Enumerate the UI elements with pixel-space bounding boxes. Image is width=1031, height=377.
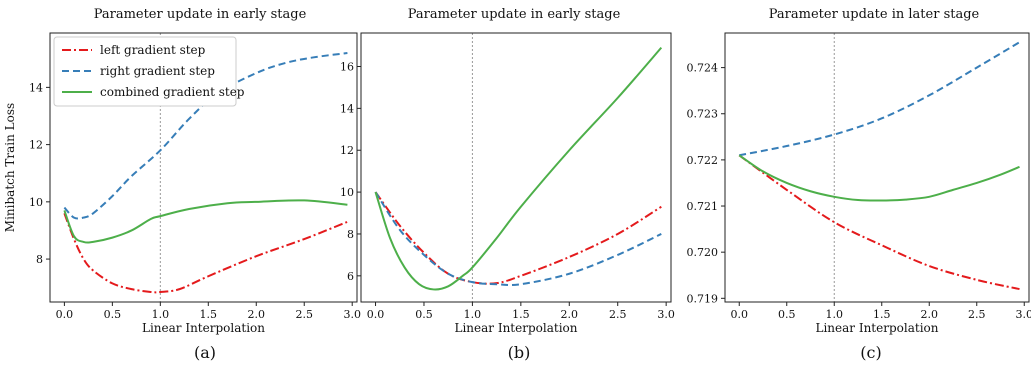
y-tick-label: 16 bbox=[340, 60, 354, 73]
x-tick-label: 1.0 bbox=[464, 308, 482, 321]
axes-frame bbox=[724, 32, 1030, 303]
series-line-3 bbox=[374, 46, 663, 291]
chart-panel-1: Parameter update in early stage 0.0 0.5 1.0… bbox=[3, 7, 361, 362]
y-tick-label: 0.720 bbox=[687, 246, 719, 259]
x-tick-label: 2.5 bbox=[295, 308, 313, 321]
y-tick-label: 0.722 bbox=[687, 154, 719, 167]
chart-title: Parameter update in early stage bbox=[94, 7, 307, 22]
y-tick-label: 8 bbox=[347, 228, 354, 241]
y-axis-label: Minibatch Train Loss bbox=[3, 103, 17, 232]
x-tick-label: 0.0 bbox=[367, 308, 385, 321]
x-axis-label: Linear Interpolation bbox=[142, 321, 265, 335]
series-line-1 bbox=[374, 191, 662, 285]
series-line-2 bbox=[739, 41, 1021, 157]
series-line-3 bbox=[63, 199, 348, 244]
x-tick-label: 0.5 bbox=[778, 308, 796, 321]
y-tick-label: 8 bbox=[36, 253, 43, 266]
chart-panel-2: Parameter update in early stage 0.0 0.5 1.0… bbox=[340, 7, 675, 362]
panel-caption: (c) bbox=[860, 343, 881, 362]
legend-label-3: combined gradient step bbox=[100, 85, 245, 99]
legend-label-1: left gradient step bbox=[100, 43, 206, 57]
x-tick-label: 1.5 bbox=[200, 308, 218, 321]
y-tick-label: 14 bbox=[29, 81, 43, 94]
y-tick-label: 0.724 bbox=[687, 62, 719, 75]
x-tick-label: 2.5 bbox=[609, 308, 627, 321]
x-tick-label: 1.5 bbox=[873, 308, 891, 321]
y-tick-label: 0.719 bbox=[687, 292, 719, 305]
chart-title: Parameter update in later stage bbox=[769, 7, 980, 22]
y-tick-label: 10 bbox=[29, 196, 43, 209]
x-tick-label: 0.5 bbox=[415, 308, 433, 321]
x-tick-label: 0.5 bbox=[104, 308, 122, 321]
panel-caption: (a) bbox=[194, 343, 216, 362]
axes-frame bbox=[360, 32, 672, 303]
x-tick-label: 3.0 bbox=[343, 308, 361, 321]
x-tick-label: 1.0 bbox=[826, 308, 844, 321]
series-line-1 bbox=[63, 212, 348, 294]
y-tick-label: 12 bbox=[29, 139, 43, 152]
series-line-2 bbox=[63, 52, 348, 220]
x-tick-label: 3.0 bbox=[657, 308, 675, 321]
legend: left gradient step right gradient step com… bbox=[53, 36, 245, 107]
chart-panel-3: Parameter update in later stage 0.0 0.5 1.0… bbox=[687, 7, 1031, 362]
x-tick-label: 2.5 bbox=[968, 308, 986, 321]
x-tick-label: 3.0 bbox=[1016, 308, 1031, 321]
x-tick-label: 1.0 bbox=[152, 308, 170, 321]
y-tick-label: 6 bbox=[347, 270, 354, 283]
series-line-2 bbox=[374, 191, 662, 287]
y-tick-label: 10 bbox=[340, 186, 354, 199]
series-line-1 bbox=[738, 154, 1020, 291]
x-tick-label: 2.0 bbox=[921, 308, 939, 321]
y-tick-label: 0.723 bbox=[687, 108, 719, 121]
x-axis-label: Linear Interpolation bbox=[455, 321, 578, 335]
x-tick-label: 1.5 bbox=[512, 308, 530, 321]
series-line-3 bbox=[738, 154, 1020, 202]
x-tick-label: 0.0 bbox=[56, 308, 74, 321]
legend-box bbox=[53, 36, 237, 107]
y-tick-label: 0.721 bbox=[687, 200, 719, 213]
x-axis-label: Linear Interpolation bbox=[816, 321, 939, 335]
legend-label-2: right gradient step bbox=[100, 64, 215, 78]
x-tick-label: 0.0 bbox=[731, 308, 749, 321]
y-tick-label: 14 bbox=[340, 102, 354, 115]
axes-frame bbox=[49, 32, 358, 303]
chart-title: Parameter update in early stage bbox=[408, 7, 621, 22]
y-tick-label: 12 bbox=[340, 144, 354, 157]
x-tick-label: 2.0 bbox=[248, 308, 266, 321]
x-tick-label: 2.0 bbox=[561, 308, 579, 321]
panel-caption: (b) bbox=[508, 343, 531, 362]
